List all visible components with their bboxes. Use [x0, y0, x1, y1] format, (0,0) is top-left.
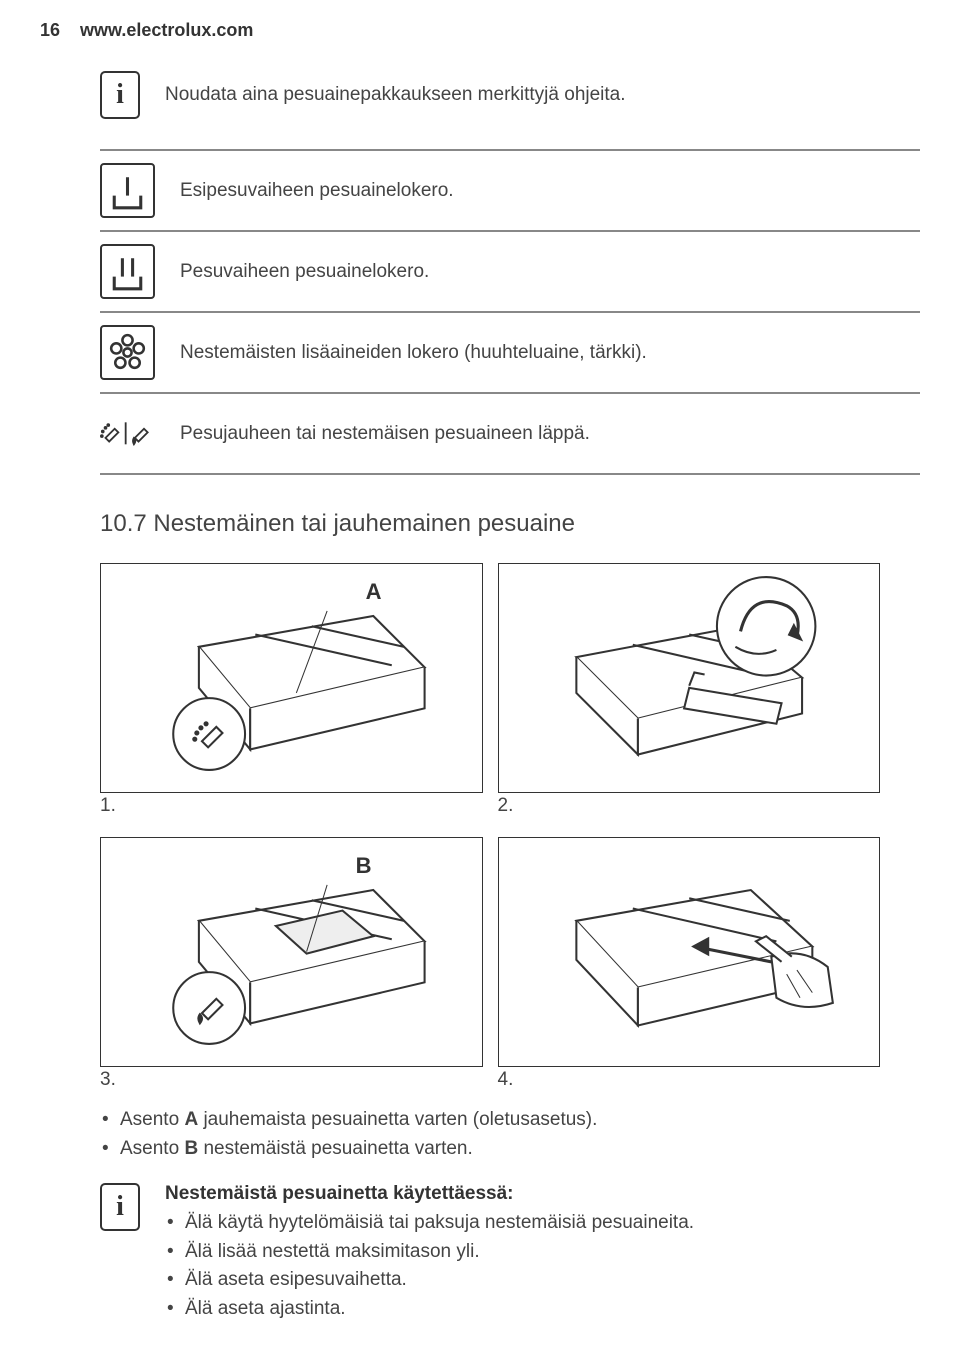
note-list: Älä käytä hyytelömäisiä tai paksuja nest… — [165, 1209, 920, 1323]
figure-1: A 1. — [100, 563, 483, 822]
liquid-detergent-note: i Nestemäistä pesuainetta käytettäessä: … — [100, 1183, 920, 1323]
figure-3-box: B — [100, 837, 483, 1067]
drawer-diagram-icon — [518, 849, 860, 1054]
note-body: Nestemäistä pesuainetta käytettäessä: Äl… — [165, 1183, 920, 1323]
page-number: 16 — [40, 20, 60, 41]
figure-1-label: 1. — [100, 795, 483, 817]
note-item: Älä käytä hyytelömäisiä tai paksuja nest… — [165, 1209, 920, 1238]
top-info-row: i Noudata aina pesuainepakkaukseen merki… — [100, 71, 920, 119]
figure-2: 2. — [498, 563, 881, 822]
position-a-text: Asento A jauhemaista pesuainetta varten … — [100, 1106, 920, 1135]
compartment-text: Nestemäisten lisäaineiden lokero (huuhte… — [180, 342, 647, 364]
figure-grid: A 1. — [100, 563, 880, 1096]
compartment-text: Esipesuvaiheen pesuainelokero. — [180, 180, 454, 202]
note-item: Älä aseta ajastinta. — [165, 1295, 920, 1324]
figure-4: 4. — [498, 837, 881, 1096]
site-url: www.electrolux.com — [80, 20, 253, 41]
text-bold: B — [184, 1138, 198, 1159]
powder-liquid-flap-icon — [100, 406, 155, 461]
figure-4-box — [498, 837, 881, 1067]
figure-letter-a: A — [366, 579, 382, 605]
drawer-diagram-icon — [120, 575, 462, 780]
note-item: Älä aseta esipesuvaihetta. — [165, 1266, 920, 1295]
figure-2-box — [498, 563, 881, 793]
compartment-row-flap: Pesujauheen tai nestemäisen pesuaineen l… — [100, 392, 920, 475]
text-fragment: jauhemaista pesuainetta varten (oletusas… — [198, 1109, 597, 1130]
compartment-text: Pesuvaiheen pesuainelokero. — [180, 261, 429, 283]
note-item: Älä lisää nestettä maksimitason yli. — [165, 1238, 920, 1267]
text-bold: A — [184, 1109, 198, 1130]
figure-3: B — [100, 837, 483, 1096]
figure-letter-b: B — [356, 853, 372, 879]
compartment-text: Pesujauheen tai nestemäisen pesuaineen l… — [180, 423, 590, 445]
drawer-diagram-icon — [518, 575, 860, 780]
top-info-text: Noudata aina pesuainepakkaukseen merkitt… — [165, 71, 626, 110]
softener-compartment-icon — [100, 325, 155, 380]
figure-1-box: A — [100, 563, 483, 793]
mainwash-compartment-icon — [100, 244, 155, 299]
text-fragment: nestemäistä pesuainetta varten. — [198, 1138, 473, 1159]
figure-4-label: 4. — [498, 1069, 881, 1091]
info-icon: i — [100, 1183, 140, 1231]
compartment-row-mainwash: Pesuvaiheen pesuainelokero. — [100, 230, 920, 311]
figure-3-label: 3. — [100, 1069, 483, 1091]
position-b-text: Asento B nestemäistä pesuainetta varten. — [100, 1135, 920, 1164]
position-bullets: Asento A jauhemaista pesuainetta varten … — [100, 1106, 920, 1163]
info-icon: i — [100, 71, 140, 119]
text-fragment: Asento — [120, 1109, 184, 1130]
drawer-diagram-icon — [120, 849, 462, 1054]
section-heading: 10.7 Nestemäinen tai jauhemainen pesuain… — [100, 510, 920, 538]
page-header: 16 www.electrolux.com — [40, 20, 920, 41]
compartment-table: Esipesuvaiheen pesuainelokero. Pesuvaihe… — [100, 149, 920, 475]
note-heading: Nestemäistä pesuainetta käytettäessä: — [165, 1183, 920, 1205]
page-content: i Noudata aina pesuainepakkaukseen merki… — [40, 71, 920, 1323]
figure-2-label: 2. — [498, 795, 881, 817]
prewash-compartment-icon — [100, 163, 155, 218]
compartment-row-prewash: Esipesuvaiheen pesuainelokero. — [100, 149, 920, 230]
text-fragment: Asento — [120, 1138, 184, 1159]
compartment-row-softener: Nestemäisten lisäaineiden lokero (huuhte… — [100, 311, 920, 392]
